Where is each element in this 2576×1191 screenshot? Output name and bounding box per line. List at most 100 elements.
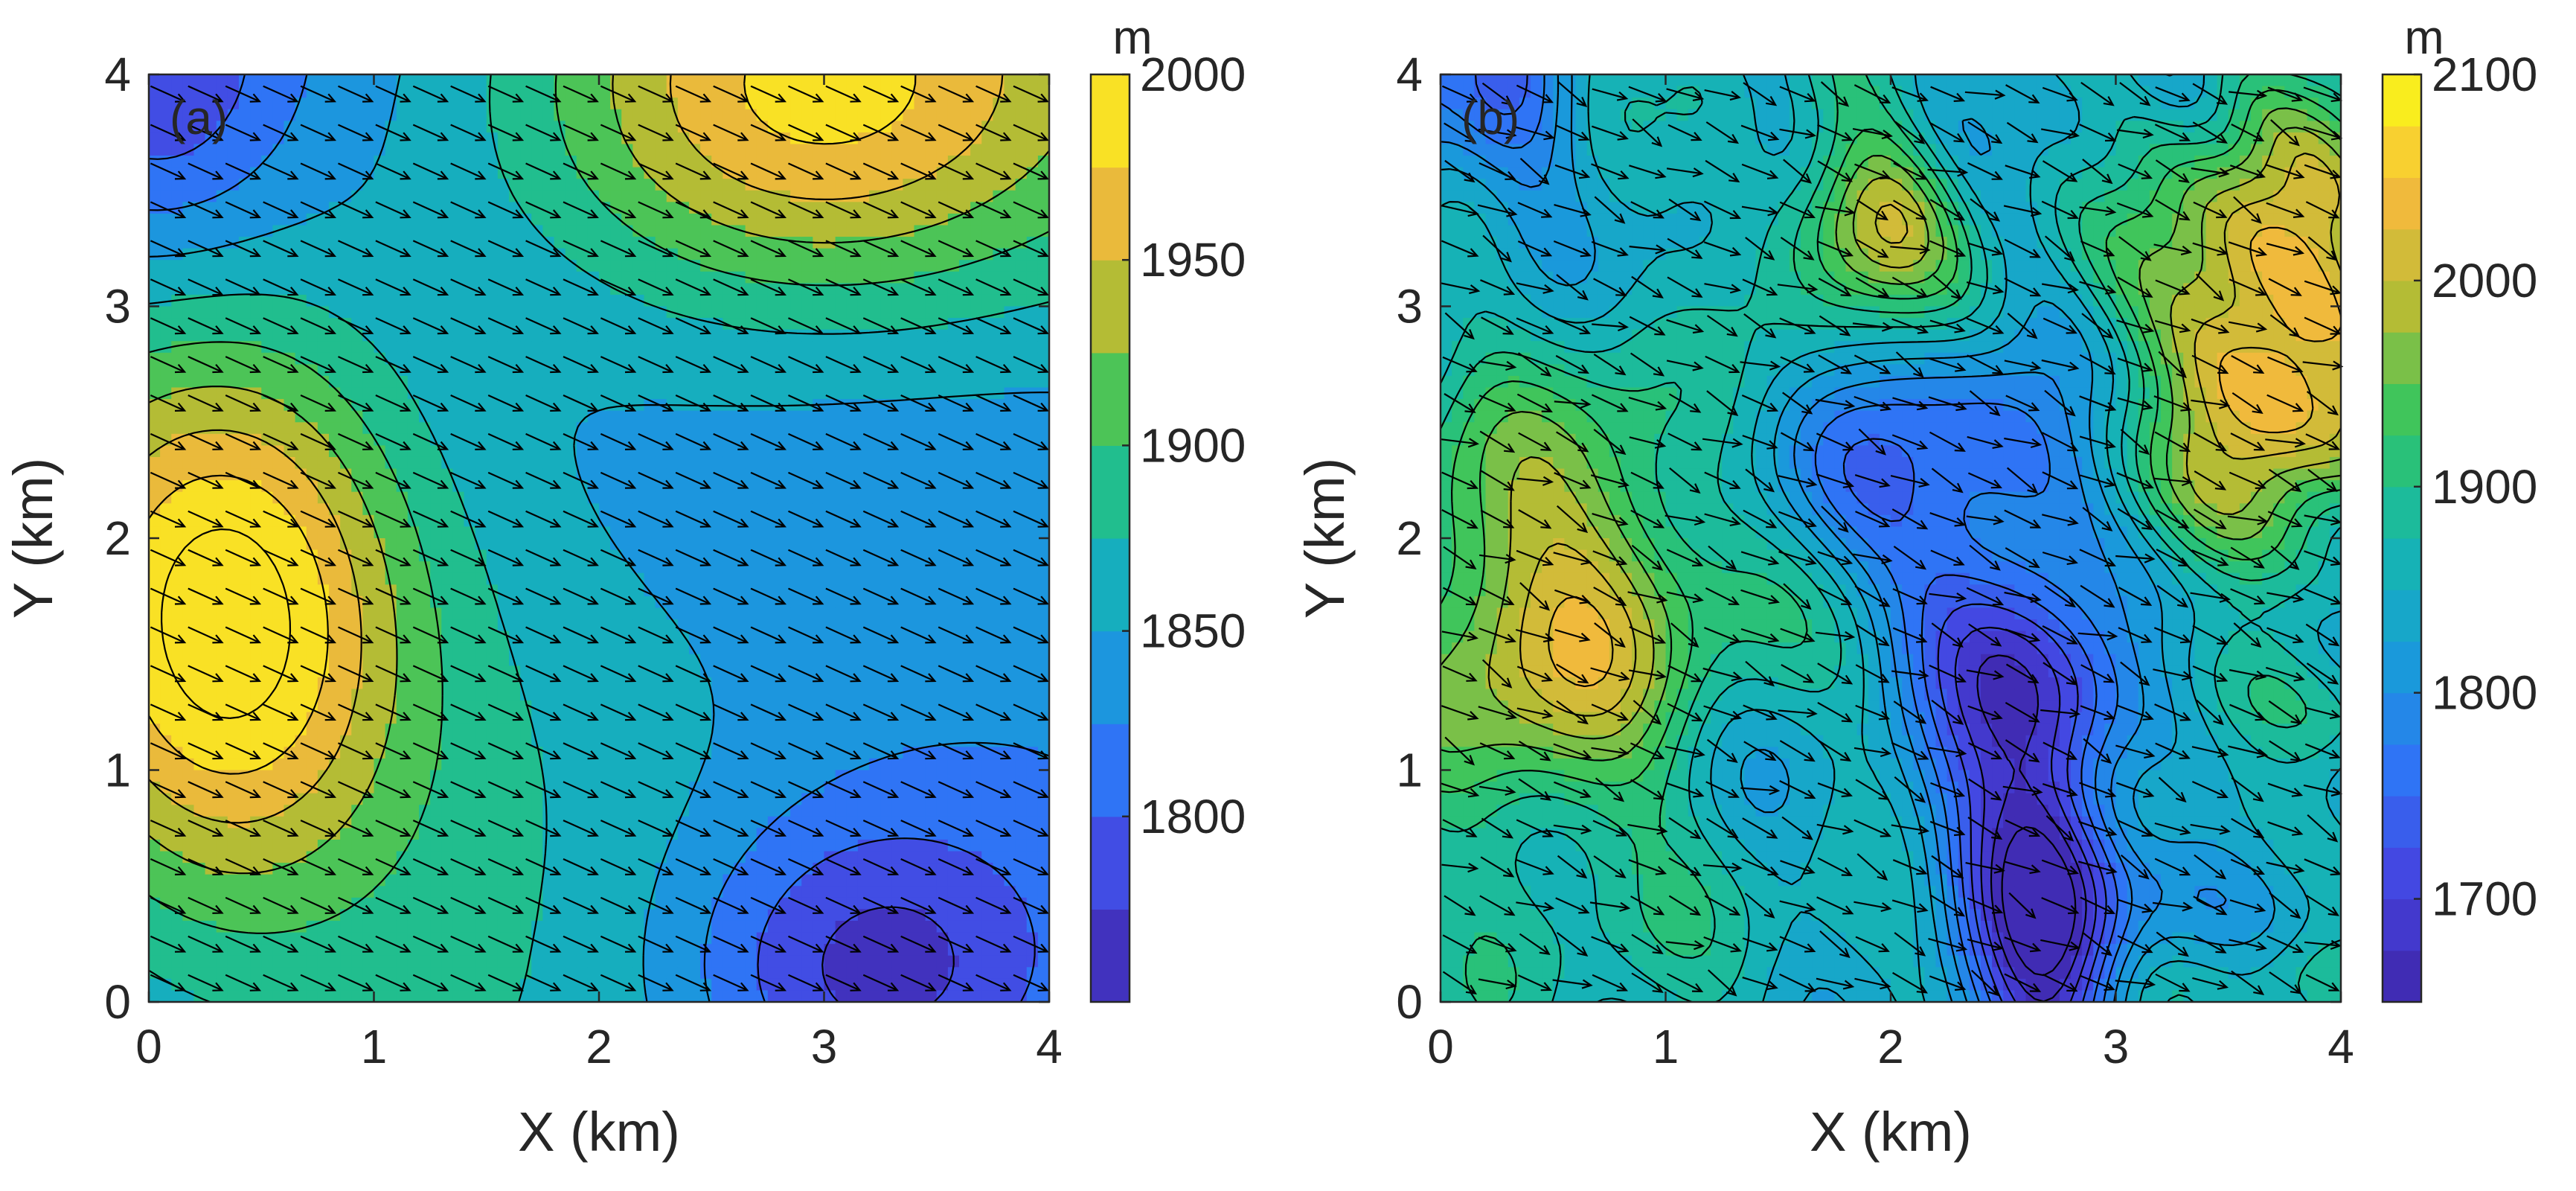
contour-cell (239, 665, 251, 678)
contour-cell (452, 770, 465, 782)
contour-cell (723, 572, 735, 585)
contour-cell (407, 863, 420, 875)
contour-cell (362, 851, 375, 863)
contour-cell (205, 874, 217, 887)
contour-cell (329, 144, 341, 156)
contour-cell (441, 375, 453, 389)
contour-cell (520, 248, 532, 261)
contour-cell (644, 132, 656, 145)
contour-cell (745, 828, 757, 840)
contour-cell (497, 990, 510, 1003)
contour-cell (171, 468, 183, 481)
contour-cell (813, 144, 825, 156)
contour-cell (824, 167, 836, 179)
contour-cell (711, 770, 723, 782)
contour-cell (700, 352, 712, 365)
contour-cell (745, 213, 757, 226)
contour-cell (261, 98, 273, 110)
contour-cell (407, 213, 420, 226)
contour-cell (711, 607, 723, 620)
contour-cell (520, 260, 532, 272)
contour-cell (723, 677, 735, 690)
contour-cell (801, 990, 813, 1003)
contour-cell (239, 724, 251, 736)
contour-cell (610, 364, 622, 377)
contour-cell (407, 689, 420, 701)
contour-cell (666, 526, 679, 539)
contour-cell (385, 561, 397, 574)
contour-cell (835, 74, 848, 87)
contour-cell (565, 190, 577, 202)
contour-cell (610, 677, 622, 690)
contour-cell (205, 237, 217, 249)
contour-cell (632, 306, 645, 319)
contour-cell (509, 213, 521, 226)
contour-cell (261, 805, 273, 817)
contour-cell (542, 445, 555, 458)
contour-cell (295, 538, 307, 551)
contour-cell (464, 572, 476, 585)
contour-cell (283, 572, 296, 585)
contour-cell (576, 98, 589, 110)
contour-cell (340, 805, 352, 817)
contour-cell (723, 561, 735, 574)
contour-cell (835, 225, 848, 237)
contour-cell (756, 213, 769, 226)
contour-cell (813, 456, 825, 470)
contour-cell (182, 526, 195, 539)
contour-cell (509, 237, 521, 249)
contour-cell (520, 990, 532, 1003)
contour-cell (542, 179, 555, 191)
contour-cell (452, 828, 465, 840)
contour-cell (452, 955, 465, 968)
contour-cell (385, 225, 397, 237)
contour-cell (531, 503, 543, 516)
contour-cell (509, 144, 521, 156)
contour-cell (486, 190, 499, 202)
contour-cell (171, 990, 183, 1003)
contour-cell (599, 561, 611, 574)
contour-cell (295, 874, 307, 887)
contour-cell (396, 561, 408, 574)
contour-cell (655, 920, 667, 933)
contour-cell (441, 260, 453, 272)
contour-cell (160, 920, 172, 933)
contour-cell (790, 422, 802, 435)
contour-cell (700, 851, 712, 863)
contour-cell (756, 260, 769, 272)
contour-cell (677, 654, 690, 666)
contour-cell (216, 260, 228, 272)
contour-cell (396, 503, 408, 516)
contour-cell (745, 341, 757, 354)
contour-cell (632, 596, 645, 609)
contour-cell (441, 886, 453, 898)
contour-cell (385, 978, 397, 992)
contour-cell (193, 538, 206, 551)
contour-cell (520, 944, 532, 957)
contour-cell (734, 990, 746, 1003)
contour-cell (317, 190, 330, 202)
contour-cell (362, 700, 375, 713)
contour-cell (711, 341, 723, 354)
contour-cell (790, 561, 802, 574)
contour-cell (632, 793, 645, 805)
contour-cell (655, 689, 667, 701)
contour-cell (576, 561, 589, 574)
contour-cell (464, 260, 476, 272)
contour-cell (497, 851, 510, 863)
contour-cell (542, 109, 555, 121)
contour-cell (171, 735, 183, 747)
contour-cell (756, 364, 769, 377)
contour-cell (261, 456, 273, 470)
contour-cell (745, 874, 757, 887)
contour-cell (317, 248, 330, 261)
contour-cell (554, 700, 566, 713)
contour-cell (554, 352, 566, 365)
contour-cell (171, 967, 183, 980)
contour-cell (801, 967, 813, 980)
contour-cell (587, 654, 600, 666)
contour-cell (250, 225, 262, 237)
contour-cell (621, 654, 633, 666)
contour-cell (452, 654, 465, 666)
contour-cell (734, 724, 746, 736)
